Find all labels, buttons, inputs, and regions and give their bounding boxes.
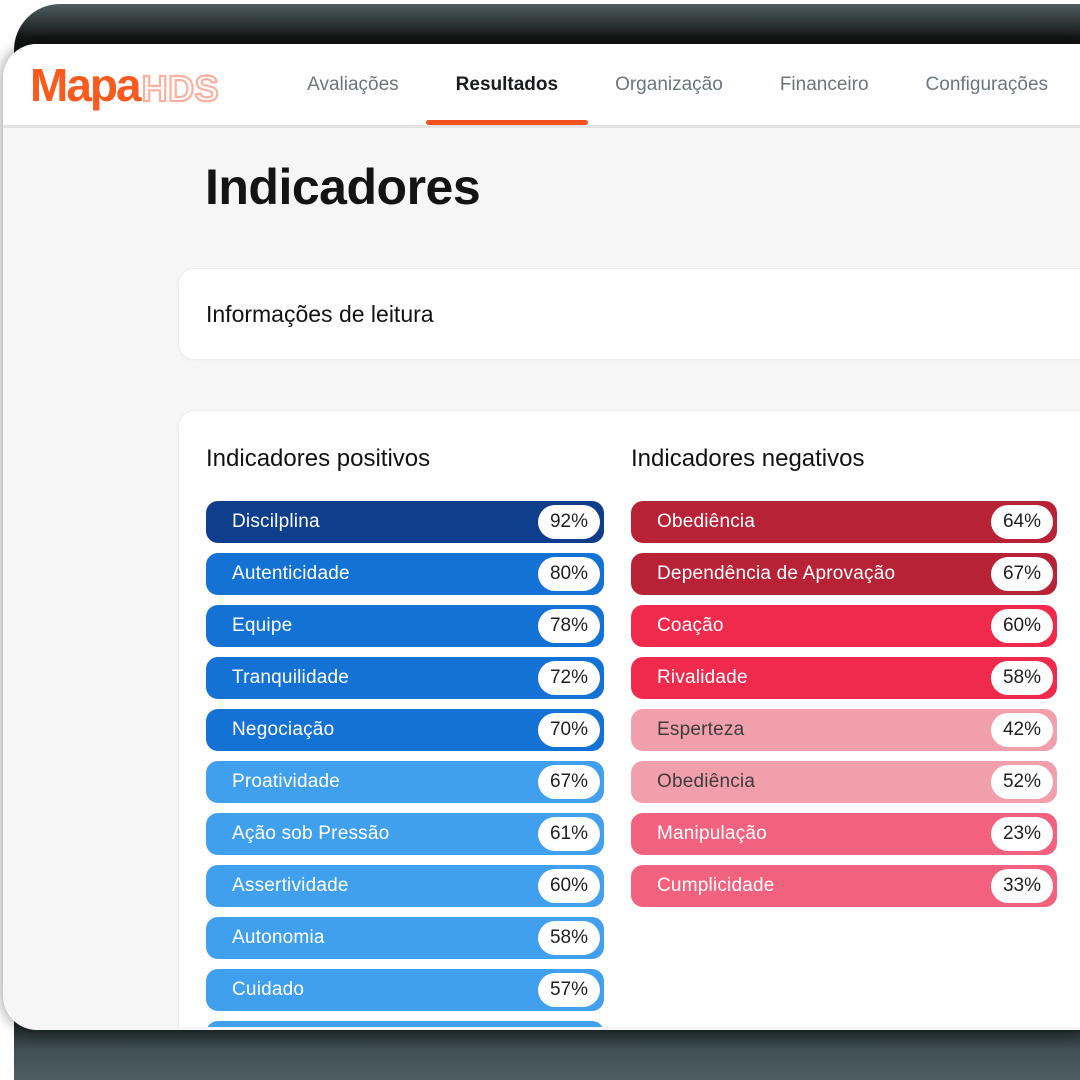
- indicator-bar[interactable]: Obediência 52%: [631, 761, 1057, 803]
- positive-indicators-heading: Indicadores positivos: [206, 445, 431, 472]
- nav-tab[interactable]: Financeiro: [780, 44, 869, 125]
- indicators-card: Indicadores positivos Discilplina 92% Au…: [178, 410, 1080, 1027]
- indicator-bar[interactable]: Negociação 70%: [206, 709, 604, 751]
- indicator-label: Cuidado: [232, 979, 305, 1000]
- indicator-label: Coação: [657, 615, 724, 636]
- indicator-label: Equipe: [232, 615, 293, 636]
- negative-indicators-heading: Indicadores negativos: [631, 445, 865, 472]
- indicator-bar[interactable]: Equipe 78%: [206, 605, 604, 647]
- negative-indicators-list: Obediência 64% Dependência de Aprovação …: [631, 501, 1057, 907]
- indicator-label: Obediência: [657, 771, 756, 792]
- indicator-bar[interactable]: Ação sob Pressão 61%: [206, 813, 604, 855]
- indicator-label: Manipulação: [657, 823, 767, 844]
- positive-indicators-list: Discilplina 92% Autenticidade 80% Equipe…: [206, 501, 604, 1027]
- indicator-value-badge: 70%: [538, 713, 600, 747]
- indicator-label: Assertividade: [232, 875, 349, 896]
- nav-tab-label: Configurações: [925, 73, 1049, 95]
- indicator-value-badge: 64%: [991, 505, 1053, 539]
- indicator-bar[interactable]: Proatividade 67%: [206, 761, 604, 803]
- reading-info-card[interactable]: Informações de leitura: [178, 268, 1080, 360]
- indicator-value-badge: 42%: [991, 713, 1053, 747]
- indicator-bar[interactable]: Cumplicidade 33%: [631, 865, 1057, 907]
- indicator-value-badge: 61%: [538, 817, 600, 851]
- app-window: Mapa HDS Avaliações Resultados Organizaç…: [3, 44, 1080, 1030]
- indicator-value-badge: 72%: [538, 661, 600, 695]
- main-navigation: Avaliações Resultados Organização Financ…: [307, 44, 1048, 125]
- indicator-label: Autenticidade: [232, 563, 350, 584]
- indicator-bar[interactable]: [206, 1021, 604, 1027]
- indicator-value-badge: 52%: [991, 765, 1053, 799]
- indicator-value-badge: 78%: [538, 609, 600, 643]
- nav-tab-label: Avaliações: [307, 73, 399, 95]
- indicator-value-badge: 92%: [538, 505, 600, 539]
- negative-indicators-column: Indicadores negativos Obediência 64% Dep…: [631, 445, 1057, 1027]
- indicator-bar[interactable]: Obediência 64%: [631, 501, 1057, 543]
- indicator-bar[interactable]: Coação 60%: [631, 605, 1057, 647]
- indicator-label: Negociação: [232, 719, 335, 740]
- nav-tab[interactable]: Organização: [615, 44, 723, 125]
- nav-tab[interactable]: Resultados: [425, 44, 589, 125]
- active-tab-underline: [425, 120, 589, 125]
- indicator-bar[interactable]: Autenticidade 80%: [206, 553, 604, 595]
- page-title: Indicadores: [205, 159, 481, 215]
- brand-logo-suffix: HDS: [141, 67, 220, 109]
- indicator-label: Tranquilidade: [232, 667, 350, 688]
- indicator-value-badge: 58%: [991, 661, 1053, 695]
- indicator-bar[interactable]: Cuidado 57%: [206, 969, 604, 1011]
- indicator-value-badge: 60%: [538, 869, 600, 903]
- indicator-label: Autonomia: [232, 927, 325, 948]
- nav-tab-label: Organização: [615, 73, 723, 95]
- nav-tab-label: Financeiro: [779, 73, 869, 95]
- indicator-bar[interactable]: Assertividade 60%: [206, 865, 604, 907]
- indicator-bar[interactable]: Discilplina 92%: [206, 501, 604, 543]
- indicator-bar[interactable]: Manipulação 23%: [631, 813, 1057, 855]
- nav-tab-label: Resultados: [455, 73, 559, 95]
- reading-info-title: Informações de leitura: [206, 300, 434, 327]
- indicator-label: Obediência: [657, 511, 756, 532]
- indicator-value-badge: 33%: [991, 869, 1053, 903]
- nav-tab[interactable]: Configurações: [926, 44, 1049, 125]
- positive-indicators-column: Indicadores positivos Discilplina 92% Au…: [206, 445, 604, 1027]
- indicator-value-badge: 57%: [538, 973, 600, 1007]
- page-content: Indicadores Informações de leitura Indic…: [3, 128, 1080, 1027]
- indicator-bar[interactable]: Dependência de Aprovação 67%: [631, 553, 1057, 595]
- indicator-label: Rivalidade: [657, 667, 748, 688]
- indicator-label: Discilplina: [232, 511, 320, 532]
- indicator-value-badge: 67%: [991, 557, 1053, 591]
- indicator-value-badge: 60%: [991, 609, 1053, 643]
- indicator-bar[interactable]: Esperteza 42%: [631, 709, 1057, 751]
- brand-logo[interactable]: Mapa HDS: [30, 58, 220, 111]
- indicator-value-badge: 67%: [538, 765, 600, 799]
- indicator-label: Ação sob Pressão: [232, 823, 390, 844]
- indicator-bar[interactable]: Autonomia 58%: [206, 917, 604, 959]
- indicator-label: Esperteza: [657, 719, 745, 740]
- nav-tab[interactable]: Avaliações: [307, 44, 399, 125]
- indicator-value-badge: 80%: [538, 557, 600, 591]
- top-navbar: Mapa HDS Avaliações Resultados Organizaç…: [3, 44, 1080, 128]
- brand-logo-main: Mapa: [30, 58, 142, 111]
- indicator-label: Proatividade: [232, 771, 341, 792]
- indicator-bar[interactable]: Rivalidade 58%: [631, 657, 1057, 699]
- indicator-value-badge: 58%: [538, 921, 600, 955]
- indicator-value-badge: 23%: [991, 817, 1053, 851]
- indicator-label: Dependência de Aprovação: [657, 563, 896, 584]
- indicator-label: Cumplicidade: [657, 875, 775, 896]
- indicator-bar[interactable]: Tranquilidade 72%: [206, 657, 604, 699]
